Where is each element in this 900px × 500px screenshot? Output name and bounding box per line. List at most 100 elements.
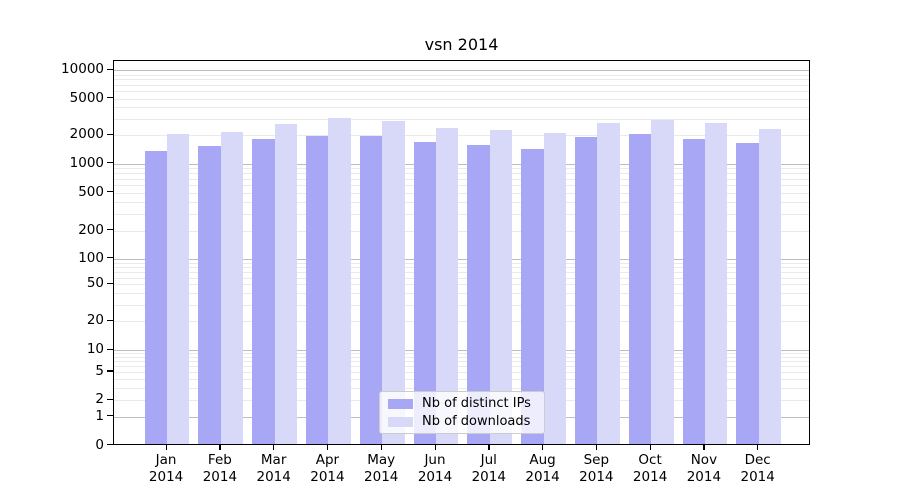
gridline-minor — [114, 119, 809, 121]
x-axis-tick-label: Jan 2014 — [148, 452, 184, 485]
plot-area — [113, 59, 810, 445]
bar-nb-of-downloads-aug-2014 — [543, 132, 566, 444]
y-axis-tick-label: 500 — [78, 183, 104, 200]
y-axis-tick-label: 2000 — [69, 126, 104, 143]
x-axis-tick-label: Feb 2014 — [202, 452, 238, 485]
x-axis-tick-label: Sep 2014 — [579, 452, 614, 485]
x-axis-tick-label: Oct 2014 — [632, 452, 668, 485]
gridline-minor — [114, 284, 809, 286]
y-axis-tick-label: 10000 — [61, 61, 104, 78]
gridline-minor — [114, 361, 809, 363]
gridline-minor — [114, 262, 809, 264]
x-axis-tick — [434, 444, 436, 450]
y-axis-tick — [107, 133, 113, 136]
gridline-minor — [114, 321, 809, 322]
y-axis-tick — [107, 415, 113, 417]
gridline-minor — [114, 266, 809, 268]
gridline-minor — [114, 304, 809, 306]
gridline-minor — [114, 184, 809, 186]
legend-label: Nb of downloads — [422, 414, 531, 429]
y-axis-tick-label: 5000 — [69, 89, 104, 106]
x-axis-tick-label: Aug 2014 — [525, 452, 560, 485]
x-axis-tick-label: Jun 2014 — [417, 452, 453, 485]
bar-nb-of-downloads-may-2014 — [382, 121, 405, 444]
gridline-minor — [114, 357, 809, 359]
gridline-minor — [114, 79, 809, 81]
gridline-minor — [114, 277, 809, 279]
bar-nb-of-downloads-jun-2014 — [436, 128, 459, 444]
bar-nb-of-distinct-ips-jan-2014 — [144, 150, 168, 444]
bar-nb-of-distinct-ips-feb-2014 — [198, 146, 221, 444]
gridline-minor — [114, 192, 809, 194]
y-axis-tick-label: 200 — [78, 221, 104, 238]
y-axis-tick-label: 5 — [95, 362, 104, 379]
legend: Nb of distinct IPs Nb of downloads — [379, 391, 545, 434]
y-axis-tick-label: 20 — [86, 312, 104, 328]
gridline-minor — [114, 135, 809, 137]
bar-nb-of-distinct-ips-dec-2014 — [736, 142, 759, 444]
y-axis-tick — [107, 162, 113, 164]
gridline-minor — [114, 172, 809, 174]
y-axis-tick — [107, 370, 113, 372]
legend-swatch-icon — [388, 398, 413, 409]
x-axis-tick — [595, 444, 598, 450]
y-axis-tick — [107, 229, 113, 231]
bar-nb-of-distinct-ips-oct-2014 — [628, 133, 652, 444]
gridline-major — [114, 350, 809, 351]
x-axis-tick-label: Jul 2014 — [471, 452, 506, 485]
y-axis-tick — [107, 191, 113, 193]
bar-nb-of-distinct-ips-apr-2014 — [306, 136, 329, 444]
bar-nb-of-downloads-dec-2014 — [758, 129, 782, 444]
bar-nb-of-downloads-apr-2014 — [328, 117, 351, 444]
x-axis-tick — [649, 444, 651, 450]
gridline-minor — [114, 353, 809, 355]
bar-nb-of-downloads-mar-2014 — [274, 124, 298, 444]
legend-label: Nb of distinct IPs — [422, 396, 531, 411]
bar-nb-of-downloads-nov-2014 — [704, 123, 728, 444]
gridline-minor — [114, 107, 809, 109]
gridline-minor — [114, 91, 809, 93]
y-axis-tick — [107, 348, 113, 350]
x-axis-tick — [703, 444, 705, 450]
y-axis-tick — [107, 97, 113, 99]
x-axis-tick-label: Dec 2014 — [740, 452, 775, 485]
gridline-minor — [114, 387, 809, 389]
bar-nb-of-distinct-ips-may-2014 — [359, 136, 383, 444]
y-axis-tick — [107, 444, 113, 446]
x-axis-tick — [380, 444, 383, 450]
bar-nb-of-distinct-ips-aug-2014 — [521, 149, 544, 444]
x-axis-tick — [488, 444, 490, 450]
y-axis-tick-label: 1000 — [69, 154, 104, 171]
x-axis-tick — [273, 444, 275, 450]
gridline-minor — [114, 378, 809, 380]
gridline-minor — [114, 178, 809, 180]
y-axis-tick-label: 10 — [86, 341, 104, 357]
legend-item: Nb of distinct IPs — [388, 396, 536, 411]
bar-nb-of-distinct-ips-jul-2014 — [467, 145, 490, 444]
gridline-minor — [114, 271, 809, 273]
gridline-major — [114, 163, 809, 165]
x-axis-tick-label: Apr 2014 — [310, 452, 345, 485]
y-axis-tick-label: 0 — [95, 436, 104, 453]
x-axis-tick-label: Nov 2014 — [686, 452, 722, 485]
y-axis-tick — [107, 319, 113, 321]
gridline-minor — [114, 168, 809, 170]
y-axis-tick — [107, 257, 113, 259]
legend-swatch-icon — [388, 416, 413, 427]
gridline-minor — [114, 366, 809, 368]
x-axis-tick-label: Mar 2014 — [256, 452, 291, 485]
gridline-minor — [114, 371, 809, 373]
y-axis-tick — [107, 398, 113, 400]
x-axis-tick — [219, 444, 221, 450]
y-axis-tick — [107, 68, 113, 71]
x-axis-tick — [757, 444, 759, 450]
x-axis-tick — [165, 444, 167, 450]
bar-nb-of-downloads-feb-2014 — [220, 131, 244, 444]
gridline-minor — [114, 201, 809, 203]
y-axis-tick-label: 1 — [95, 407, 104, 424]
bar-nb-of-downloads-sep-2014 — [597, 123, 620, 444]
bar-nb-of-downloads-jan-2014 — [167, 133, 190, 444]
legend-item: Nb of downloads — [388, 414, 536, 429]
gridline-minor — [114, 74, 809, 76]
